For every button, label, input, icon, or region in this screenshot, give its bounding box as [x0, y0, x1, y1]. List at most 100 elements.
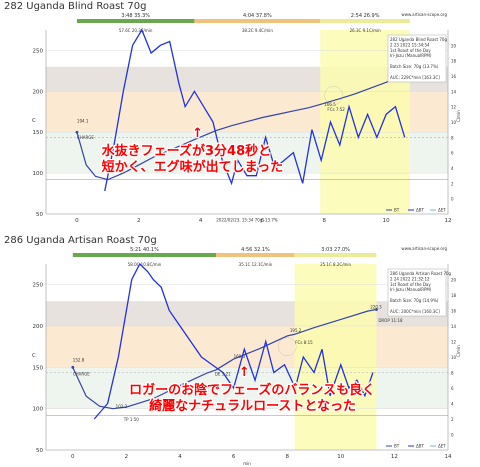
chart-title-1: 282 Uganda Blind Roast 70g: [4, 1, 147, 12]
x-tick-label: 12: [391, 454, 398, 460]
legend-label: BT: [394, 208, 400, 213]
legend-label: BT: [394, 444, 400, 449]
y-tick-label: 50: [36, 212, 43, 218]
x-tick-label: 6: [232, 454, 236, 460]
watermark-text: www.artisan-scope.org: [401, 246, 447, 251]
info-box-line: 1st Roast of the Day: [390, 282, 431, 287]
roast-chart-1: 3:48 35.3% 57.6C 20.3C/min 4:04 37.8% 38.2C…: [32, 12, 461, 224]
event-annotation: 160.3: [234, 354, 246, 359]
y-right-tick-label: 4: [451, 402, 454, 407]
y-tick-label: 250: [33, 283, 44, 289]
chart-title-2: 286 Uganda Artisan Roast 70g: [4, 235, 157, 246]
phase-ror-label: 57.6C 20.3C/min: [119, 28, 153, 33]
y-tick-label: 250: [33, 48, 44, 54]
info-box-line: 2 23 2022 15:34:54: [390, 42, 430, 47]
y-right-tick-label: 12: [451, 105, 457, 110]
info-box-line: Batch Size: 70g (13.7%): [390, 64, 439, 69]
info-box-line: Batch Size: 70g (14.9%): [390, 298, 439, 303]
legend-label: ΔBT: [416, 208, 424, 213]
y-right-tick-label: 14: [451, 324, 457, 329]
event-annotation: 194.1: [77, 118, 89, 123]
development-zone: [294, 264, 377, 450]
x-tick-label: 2: [125, 454, 129, 460]
y-right-tick-label: 0: [451, 197, 454, 202]
phase-ror-label: 26.3C 9.1C/min: [350, 28, 381, 33]
ror-series-line: [93, 262, 374, 420]
y-axis-label: C: [32, 353, 36, 359]
zone-low: [46, 367, 448, 409]
event-annotation: 152.8: [73, 358, 85, 363]
phase-ror-label: 25.1C 8.2C/min: [320, 262, 351, 267]
phase-time-label: 4:56 32.1%: [241, 247, 270, 253]
event-annotation: 102.2: [116, 404, 128, 409]
y-right-tick-label: 20: [451, 278, 457, 283]
y-right-tick-label: 10: [451, 355, 457, 360]
ror-series-line: [104, 28, 406, 192]
x-tick-label: 8: [323, 218, 327, 224]
y-right-axis-label: C/min: [456, 345, 461, 357]
y-right-tick-label: 20: [451, 43, 457, 48]
x-tick-label: 4: [199, 218, 203, 224]
y-right-tick-label: 0: [451, 433, 454, 438]
event-annotation: 220.3: [370, 305, 382, 310]
zone-mid: [46, 326, 448, 368]
phase-bar-segment: [194, 19, 321, 23]
y-right-tick-label: 14: [451, 89, 457, 94]
chart-panel-1: 282 Uganda Blind Roast 70g 3:48 35.3% 57.…: [0, 0, 480, 233]
legend-label: ΔET: [438, 208, 446, 213]
x-tick-label: 14: [445, 454, 452, 460]
caption-line: 水抜きフェーズが3分48秒と: [102, 143, 272, 159]
info-box-line: 286 Uganda Artisan Roast 70g: [390, 271, 452, 276]
phase-time-label: 4:04 37.8%: [243, 13, 272, 19]
legend-label: ΔBT: [416, 444, 424, 449]
y-right-tick-label: 10: [451, 120, 457, 125]
phase-bar-segment: [76, 19, 195, 23]
y-right-tick-label: 12: [451, 340, 457, 345]
x-tick-label: 12: [445, 218, 452, 224]
phase-time-label: 3:48 35.3%: [121, 13, 150, 19]
y-tick-label: 200: [33, 89, 44, 95]
info-box-line: 1st Roast of the Day: [390, 48, 431, 53]
phase-ror-label: 38.2C 9.4C/min: [242, 28, 273, 33]
phase-time-label: 2:54 26.9%: [351, 13, 380, 19]
x-tick-label: 10: [337, 454, 344, 460]
phase-ror-label: 35.1C 12.1C/min: [239, 262, 273, 267]
info-box-line: Iri-Jozu (ManualRPM): [390, 53, 432, 58]
y-right-axis-label: C/min: [456, 110, 461, 122]
info-box-line: AUC: 200C*min [160.3C]: [390, 309, 440, 314]
event-annotation: CHARGE: [73, 372, 90, 377]
phase-bar-segment: [72, 253, 217, 257]
y-right-tick-label: 4: [451, 166, 454, 171]
event-annotation: FCs 7:52: [327, 107, 345, 112]
info-box-line: 282 Uganda Blind Roast 70g: [390, 37, 447, 42]
event-annotation: CHARGE: [77, 135, 94, 140]
x-tick-label: 0: [71, 454, 75, 460]
event-annotation: DE 5:21: [215, 372, 231, 377]
y-right-tick-label: 8: [451, 135, 454, 140]
info-box-line: Iri-Jozu (ManualRPM): [390, 287, 432, 292]
watermark-logo: [324, 86, 343, 105]
x-axis-label: min: [243, 461, 251, 466]
chart-panel-2: 286 Uganda Artisan Roast 70g 5:21 40.1% 5…: [0, 234, 480, 467]
y-tick-label: 150: [33, 130, 44, 136]
event-annotation: 195.2: [290, 328, 302, 333]
drop-marker: [375, 308, 378, 311]
phase-time-label: 3:03 27.0%: [321, 247, 350, 253]
caption-line: 綺麗なナチュラルローストとなった: [149, 398, 356, 414]
x-tick-label: 10: [383, 218, 390, 224]
caption-arrow: ↑: [192, 126, 203, 141]
y-right-tick-label: 6: [451, 151, 454, 156]
charge-marker: [71, 365, 75, 369]
event-annotation: DROP 11:18: [378, 318, 403, 323]
legend-label: ΔET: [438, 444, 446, 449]
phase-bar-segment: [294, 253, 377, 257]
date-line: 2022/02/23, 15:34 70g -13.7%: [216, 218, 278, 223]
watermark-logo: [277, 337, 297, 356]
phase-ror-label: 58.0C 10.8C/min: [128, 262, 162, 267]
y-right-tick-label: 18: [451, 293, 457, 298]
bt-series-line: [72, 308, 377, 410]
zone-high: [46, 301, 448, 326]
x-tick-label: 0: [75, 218, 79, 224]
event-annotation: 166.5: [324, 102, 336, 107]
phase-bar-segment: [216, 253, 295, 257]
